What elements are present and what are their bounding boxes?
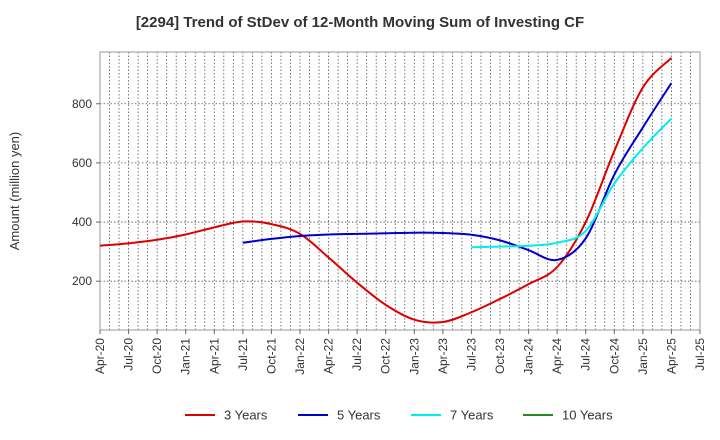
legend-label-10-years: 10 Years <box>562 408 613 423</box>
y-tick-label: 600 <box>72 156 92 170</box>
y-tick-label: 400 <box>72 215 92 229</box>
series-line-3-years <box>99 57 673 324</box>
x-tick-label: Jul-24 <box>579 338 593 371</box>
x-tick-label: Oct-22 <box>379 338 393 374</box>
plot-area <box>100 52 700 330</box>
x-tick-label: Jan-25 <box>636 338 650 375</box>
x-axis: Apr-20 Jul-20 Oct-20 Jan-21 Apr-21 Jul-21 Oct-… <box>93 330 707 375</box>
x-tick-label: Oct-24 <box>607 338 621 374</box>
plot-border <box>99 51 701 331</box>
y-axis-title: Amount (million yen) <box>7 132 22 251</box>
x-tick-label: Oct-21 <box>264 338 278 374</box>
x-tick-label: Jan-24 <box>522 338 536 375</box>
x-tick-label: Oct-23 <box>493 338 507 374</box>
x-tick-label: Oct-20 <box>150 338 164 374</box>
chart-title: [2294] Trend of StDev of 12-Month Moving… <box>135 14 585 31</box>
x-tick-label: Jul-20 <box>122 338 136 371</box>
series-line-7-years <box>471 117 673 249</box>
x-tick-label: Jan-23 <box>407 338 421 375</box>
x-tick-label: Jul-21 <box>236 338 250 371</box>
y-tick-label: 800 <box>72 97 92 111</box>
legend-label-7-years: 7 Years <box>450 408 494 423</box>
x-tick-label: Jul-25 <box>693 338 707 371</box>
x-tick-label: Apr-24 <box>550 338 564 374</box>
x-tick-label: Apr-21 <box>207 338 221 374</box>
x-tick-label: Apr-23 <box>436 338 450 374</box>
y-tick-label: 200 <box>72 274 92 288</box>
legend-label-3-years: 3 Years <box>224 408 268 423</box>
legend: 3 Years 5 Years 7 Years 10 Years <box>185 408 613 423</box>
y-axis: 200 400 600 800 <box>72 97 100 288</box>
x-tick-label: Jan-22 <box>293 338 307 375</box>
x-tick-label: Apr-20 <box>93 338 107 374</box>
grid-layer <box>100 52 700 330</box>
series-layer <box>99 57 673 324</box>
x-tick-label: Jul-22 <box>350 338 364 371</box>
x-tick-label: Apr-25 <box>664 338 678 374</box>
x-tick-label: Apr-22 <box>322 338 336 374</box>
x-tick-label: Jan-21 <box>179 338 193 375</box>
legend-label-5-years: 5 Years <box>337 408 381 423</box>
x-tick-label: Jul-23 <box>464 338 478 371</box>
